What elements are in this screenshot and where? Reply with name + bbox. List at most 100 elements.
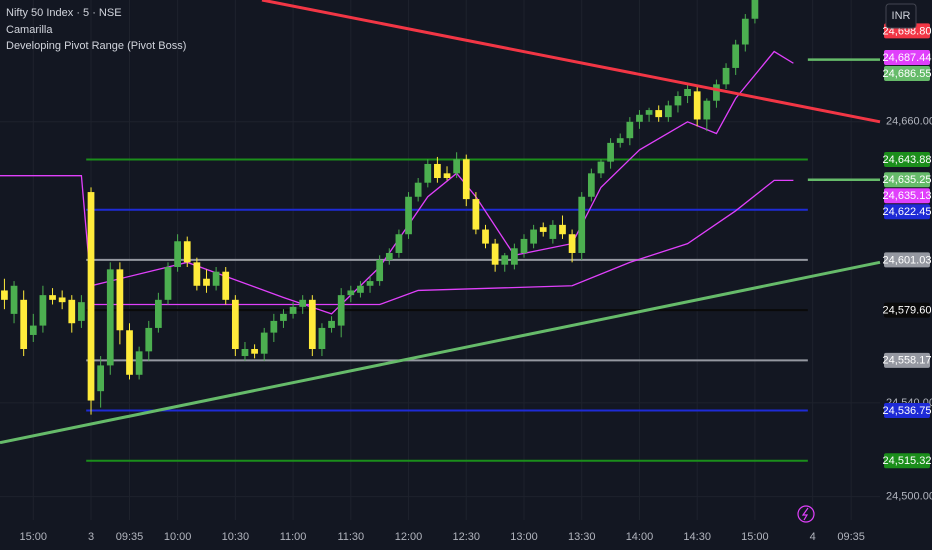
candle-body [693,91,701,120]
price-label-box [884,402,930,418]
candle-body [87,192,95,401]
x-tick-label: 10:00 [164,531,192,543]
x-tick-label: 4 [810,531,816,543]
x-tick-label: 11:00 [280,531,307,543]
candle-body [135,351,143,375]
candle-body [58,297,66,303]
price-label: 24,643.88 [883,154,932,166]
price-label: 24,687.44 [883,52,932,64]
candle-body [251,349,258,354]
candle-body [664,105,672,118]
candle-body [674,96,682,106]
candle-body [241,349,249,357]
candle-body [212,271,220,286]
candle-body [645,110,653,115]
candle-body [347,290,355,296]
candle-body [434,163,441,179]
price-label: 24,622.45 [883,206,932,218]
candle-body [164,267,172,300]
candle-body [376,260,384,282]
candle-body [106,269,114,366]
candle-body [97,365,105,392]
price-label: 24,558.17 [883,355,932,367]
x-tick-label: 3 [88,531,94,543]
candle-body [280,313,287,321]
candle-body [587,173,595,197]
candle-body [655,110,663,118]
candle-body [636,114,643,122]
price-label-box [884,50,930,66]
candle-body [155,299,162,328]
x-tick-label: 12:30 [453,531,481,543]
x-tick-label: 09:35 [837,531,865,543]
candle-body [193,262,201,286]
price-label: 24,515.32 [883,455,932,467]
candle-body [20,299,28,350]
x-tick-label: 14:00 [626,531,654,543]
candle-body [337,295,345,326]
candle-body [453,159,461,174]
candle-body [231,299,239,350]
candle-body [568,234,576,253]
candle-body [722,67,730,85]
price-label: 24,635.25 [883,174,932,186]
plot-area [0,0,881,462]
trend-line [0,260,881,445]
candle-body [116,269,124,331]
candle-body [511,248,518,265]
candle-body [222,271,230,300]
price-label-box [884,204,930,220]
candle-body [366,281,374,286]
candle-body [616,138,624,143]
candle-body [183,241,191,263]
price-label: 24,579.60 [883,305,932,317]
candle-body [414,182,422,197]
pivot-line [91,179,794,306]
candle-body [491,243,499,265]
price-label-box [884,152,930,168]
y-tick-label: 24,660.00 [886,116,932,128]
price-axis: 15:00 3 09:35 10:00 10:30 11:00 11:30 12:00 12:3… [20,23,932,543]
alert-icon[interactable] [797,505,815,523]
candle-body [395,234,403,253]
candle-body [1,290,8,300]
candle-body [203,278,210,286]
candle-body [703,100,711,120]
candle-body [424,163,432,183]
candle-body [520,238,528,253]
candle-body [29,325,37,335]
candle-body [482,229,489,244]
candle-body [751,0,759,19]
price-label-box [884,66,930,82]
price-label-box [884,252,930,268]
candle-body [549,224,557,239]
candle-body [78,302,85,321]
candle-body [607,142,614,162]
x-tick-label: 13:30 [568,531,596,543]
x-tick-label: 14:30 [683,531,711,543]
currency-button[interactable] [885,3,917,29]
candle-body [260,332,268,354]
candle-body [39,295,47,326]
candle-body [299,299,307,307]
candle-body [328,320,335,328]
x-tick-label: 15:00 [20,531,48,543]
x-tick-label: 13:00 [510,531,538,543]
price-label-box [884,188,930,204]
candle-body [68,299,76,324]
candle-body [462,159,470,200]
x-tick-label: 11:30 [337,531,364,543]
indicator-name: Developing Pivot Range (Pivot Boss) [6,40,186,52]
candle-body [174,241,181,268]
candle-body [126,330,133,375]
price-label: 24,686.55 [883,68,932,80]
y-tick-label: 24,500.00 [886,490,932,502]
candle-body [270,320,278,333]
candle-body [385,252,393,260]
candle-body [559,224,566,235]
candle-body [10,285,18,314]
currency[interactable]: INR [892,10,911,22]
candle-body [49,295,56,300]
trend-line [261,0,881,124]
